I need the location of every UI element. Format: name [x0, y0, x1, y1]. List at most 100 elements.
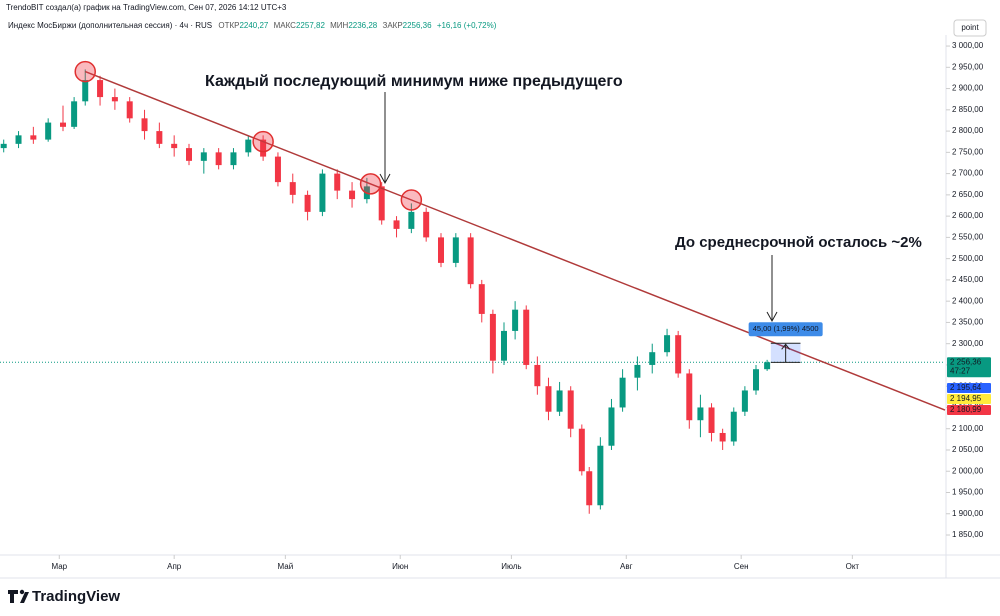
scale-button[interactable]	[953, 19, 987, 37]
y-tick-label: 3 000,00	[952, 41, 984, 50]
candle-body	[608, 407, 615, 446]
price-label-sub: 47:27	[950, 366, 971, 375]
symbol-line: Индекс МосБиржи (дополнительная сессия) …	[8, 21, 497, 30]
x-tick-label: Мар	[51, 562, 67, 571]
x-tick-label: Май	[278, 562, 294, 571]
candle-body	[534, 364, 541, 387]
candle-body	[408, 211, 415, 229]
y-tick-label: 2 100,00	[952, 424, 984, 433]
touch-point	[74, 60, 96, 83]
price-label-box	[947, 383, 991, 394]
candle-body	[304, 194, 311, 212]
x-tick-label: Авг	[620, 562, 633, 571]
candle-body	[438, 237, 444, 263]
candle-body	[15, 135, 22, 144]
change: +16,16 (+0,72%)	[437, 21, 497, 30]
candle-body	[289, 182, 296, 195]
touch-point	[400, 189, 423, 211]
y-tick-label: 2 350,00	[952, 318, 984, 327]
candle-body	[393, 220, 400, 229]
ohlc-label: МАКС	[274, 21, 297, 30]
touch-point	[359, 173, 382, 195]
y-tick-label: 2 650,00	[952, 190, 984, 199]
y-tick-label: 2 550,00	[952, 232, 984, 241]
y-tick-label: 2 700,00	[952, 169, 984, 178]
candle-body	[686, 373, 693, 421]
x-tick-label: Окт	[846, 562, 860, 571]
ohlc-value: 2236,28	[348, 21, 377, 30]
price-label: 2 194,95	[950, 394, 982, 403]
price-label-box	[947, 394, 991, 405]
brand-logo	[8, 589, 29, 603]
price-label: 2 195,64	[950, 383, 982, 392]
annotation: Каждый последующий минимум ниже предыдущ…	[205, 73, 623, 90]
y-tick-label: 2 300,00	[952, 339, 984, 348]
credit: TrendoBIT создал(а) график на TradingVie…	[6, 3, 287, 12]
y-tick-label: 2 500,00	[952, 254, 984, 263]
y-tick-label: 2 000,00	[952, 466, 984, 475]
price-label-box	[947, 357, 991, 378]
scale-button-label[interactable]: point	[961, 23, 979, 32]
candle-body	[586, 471, 593, 506]
y-tick-label: 2 050,00	[952, 445, 984, 454]
y-tick-label: 2 900,00	[952, 84, 984, 93]
annotation-arrowhead	[379, 173, 391, 185]
candle-body	[97, 80, 104, 98]
trendline	[84, 70, 946, 411]
candle-body	[156, 131, 163, 144]
measure-label: 45,00 (1,99%) 4500	[753, 324, 819, 333]
candle-body	[230, 152, 237, 166]
candle-body	[126, 101, 133, 119]
price-label-box	[947, 405, 991, 416]
candle-body	[378, 186, 385, 221]
candle-body	[274, 156, 281, 183]
candle-body	[619, 377, 626, 408]
candle-body	[578, 428, 585, 472]
candle-body	[523, 309, 530, 365]
candle-body	[664, 335, 671, 353]
candle-body	[71, 101, 78, 127]
candle-body	[171, 143, 178, 149]
candle-body	[334, 173, 341, 191]
candle-body	[545, 386, 552, 412]
candle-body	[719, 432, 726, 442]
candle-body	[730, 411, 737, 442]
annotation-arrowhead	[766, 311, 778, 323]
candle-body	[478, 284, 485, 314]
candle-body	[423, 211, 430, 238]
y-tick-label: 1 850,00	[952, 530, 984, 539]
brand: TradingView	[32, 588, 120, 605]
candle-body	[741, 390, 748, 412]
ohlc-label: ОТКР	[218, 21, 239, 30]
candle-body	[245, 139, 252, 153]
y-tick-label: 2 450,00	[952, 275, 984, 284]
candle-body	[452, 237, 459, 263]
y-tick-label: 2 800,00	[952, 126, 984, 135]
candle-body	[0, 143, 7, 149]
y-tick-label: 2 400,00	[952, 296, 984, 305]
candle-body	[697, 407, 704, 421]
candle-body	[634, 364, 641, 378]
y-tick-label: 2 850,00	[952, 105, 984, 114]
symbol: Индекс МосБиржи (дополнительная сессия) …	[8, 21, 212, 30]
y-tick-label: 1 900,00	[952, 509, 984, 518]
candle-body	[215, 152, 222, 166]
candle-body	[753, 369, 759, 391]
candle-body	[675, 335, 682, 374]
candle-body	[319, 173, 326, 212]
candle-body	[60, 122, 66, 127]
candle-body	[186, 148, 192, 161]
x-tick-label: Июн	[392, 562, 408, 571]
x-tick-label: Апр	[167, 562, 182, 571]
candle-body	[501, 330, 507, 361]
candle-body	[111, 97, 118, 102]
candle-body	[597, 445, 604, 506]
price-label: 2 256,36	[950, 357, 982, 366]
candle-body	[82, 80, 89, 102]
candle-body	[260, 139, 267, 157]
x-tick-label: Июль	[501, 562, 521, 571]
candle-body	[708, 407, 715, 433]
candle-body	[141, 118, 148, 132]
